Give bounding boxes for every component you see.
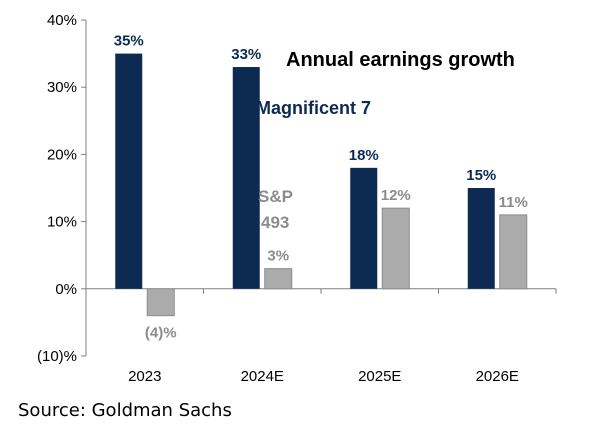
bar-sp-493 xyxy=(381,207,410,290)
data-label-sp-493: (4)% xyxy=(145,325,177,342)
data-label-sp-493: 12% xyxy=(381,187,411,204)
series-label-sp-493-line-1: S&P xyxy=(258,187,293,206)
data-label-magnificent-7: 35% xyxy=(114,33,144,50)
y-axis: (10)% 0% 10% 20% 30% 40% xyxy=(37,12,87,365)
data-labels: 35% (4)% 33% 3% 18% 12% 15%11% xyxy=(114,33,528,342)
y-tick-label: 40% xyxy=(47,12,77,29)
series-label-sp-493: S&P 493 xyxy=(258,187,297,232)
x-category-label: 2023 xyxy=(128,368,161,385)
chart-title: Annual earnings growth xyxy=(286,49,515,71)
series-label-magnificent-7: Magnificent 7 xyxy=(256,98,371,118)
x-axis: 2023 2024E 2025E 2026E xyxy=(85,288,557,385)
y-tick-label: 0% xyxy=(55,281,77,298)
data-label-sp-493: 3% xyxy=(267,248,289,265)
y-tick-label: (10)% xyxy=(37,348,77,365)
y-tick-label: 20% xyxy=(47,146,77,163)
chart: (10)%0%10%20%30%40% 2023 2024E 2025E 2026E … xyxy=(37,12,557,385)
x-category-label: 2024E xyxy=(241,368,284,385)
source-note: Source: Goldman Sachs xyxy=(18,400,232,421)
y-tick-label: 10% xyxy=(47,214,77,231)
series-label-sp-493-line-2: 493 xyxy=(261,213,289,232)
data-label-magnificent-7: 15% xyxy=(466,167,496,184)
bar-sp-493 xyxy=(146,288,175,317)
y-tick-label: 30% xyxy=(47,79,77,96)
x-category-label: 2026E xyxy=(476,368,519,385)
bar-sp-493 xyxy=(264,268,293,290)
bar-sp-493 xyxy=(499,214,528,290)
bar-magnificent-7 xyxy=(350,167,378,289)
data-label-magnificent-7: 18% xyxy=(349,147,379,164)
bar-magnificent-7 xyxy=(115,53,143,289)
data-label-sp-493: 11% xyxy=(499,194,528,211)
bar-magnificent-7 xyxy=(467,188,495,289)
data-label-magnificent-7: 33% xyxy=(231,46,261,63)
bar-magnificent-7 xyxy=(232,67,260,289)
x-category-label: 2025E xyxy=(358,368,401,385)
bars xyxy=(115,53,528,317)
